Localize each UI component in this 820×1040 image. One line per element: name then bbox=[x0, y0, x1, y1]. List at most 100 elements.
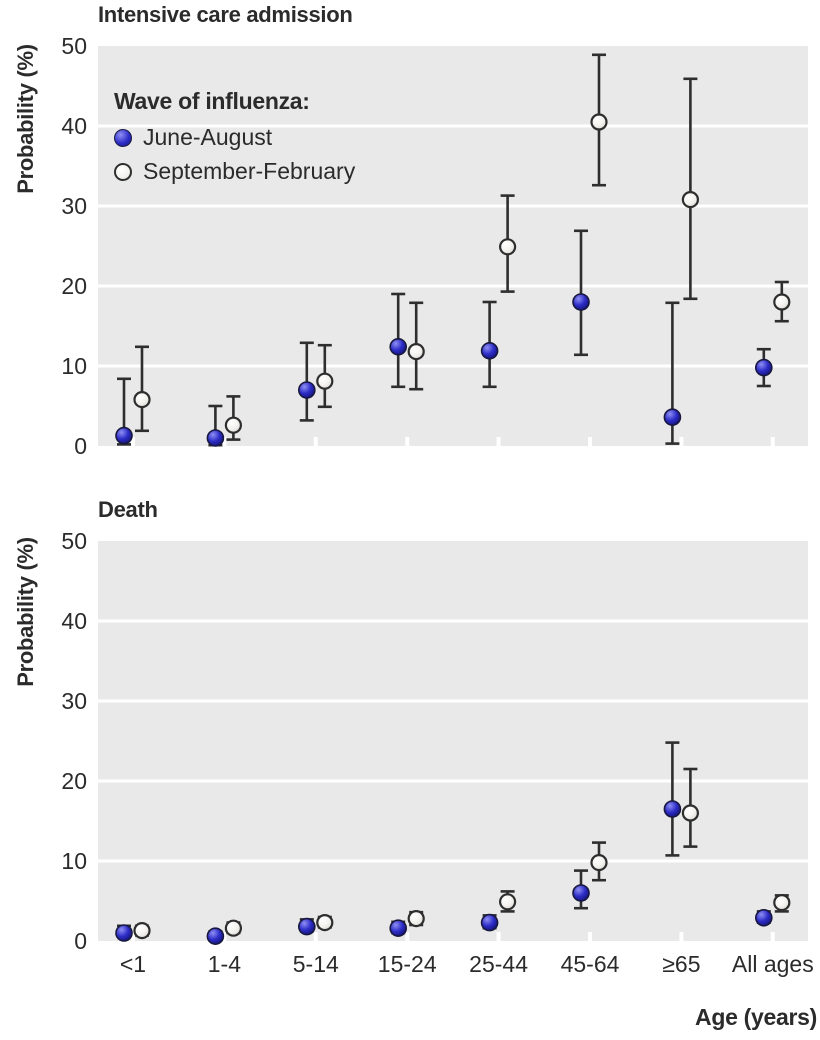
marker-june-august bbox=[206, 927, 225, 945]
x-tick-mark bbox=[405, 932, 410, 941]
data-point-group bbox=[407, 909, 425, 928]
marker-september-february bbox=[407, 909, 425, 928]
panel-background bbox=[98, 541, 808, 941]
x-tick-mark bbox=[131, 932, 135, 941]
panel-title-intensive-care: Intensive care admission bbox=[98, 2, 353, 27]
marker-june-august bbox=[389, 919, 408, 938]
y-tick-label: 0 bbox=[74, 928, 87, 954]
x-category-label: 15-24 bbox=[378, 951, 437, 977]
marker-september-february bbox=[681, 191, 700, 209]
marker-september-february bbox=[224, 416, 242, 434]
data-point-group bbox=[681, 767, 700, 848]
data-point-group bbox=[663, 301, 682, 445]
data-point-group bbox=[206, 927, 225, 945]
marker-september-february bbox=[133, 391, 151, 409]
data-point-group bbox=[316, 343, 334, 409]
legend-item-september-february: September-February bbox=[114, 158, 355, 185]
y-tick-label: 20 bbox=[61, 768, 87, 794]
data-point-group bbox=[389, 919, 408, 938]
marker-june-august bbox=[115, 426, 133, 445]
x-category-label: 1-4 bbox=[208, 951, 241, 977]
y-tick-label: 30 bbox=[61, 193, 87, 219]
data-point-group bbox=[681, 77, 700, 301]
data-point-group bbox=[133, 921, 151, 940]
data-point-group bbox=[115, 924, 133, 942]
x-tick-mark bbox=[222, 437, 227, 446]
marker-june-august bbox=[389, 337, 408, 356]
marker-june-august bbox=[754, 358, 773, 377]
y-tick-label: 50 bbox=[61, 33, 87, 59]
panel-title-death: Death bbox=[98, 497, 158, 522]
data-point-group bbox=[773, 280, 791, 323]
x-tick-mark bbox=[313, 437, 318, 446]
data-point-group bbox=[316, 913, 334, 932]
data-point-group bbox=[224, 395, 242, 441]
x-tick-mark bbox=[405, 437, 410, 446]
data-point-group bbox=[480, 300, 499, 389]
data-point-group bbox=[590, 53, 608, 187]
marker-june-august bbox=[297, 917, 316, 936]
x-tick-mark bbox=[496, 932, 501, 941]
data-point-group bbox=[499, 194, 517, 293]
marker-september-february bbox=[773, 293, 791, 311]
y-tick-label: 20 bbox=[61, 273, 87, 299]
marker-september-february bbox=[499, 238, 517, 256]
marker-june-august bbox=[663, 800, 682, 818]
marker-september-february bbox=[316, 372, 334, 390]
data-layer bbox=[115, 741, 791, 945]
y-tick-label: 10 bbox=[61, 848, 87, 874]
legend-item-june-august: June-August bbox=[114, 124, 355, 151]
data-point-group bbox=[773, 893, 791, 913]
data-point-group bbox=[754, 347, 773, 388]
marker-june-august bbox=[480, 341, 499, 360]
x-tick-mark bbox=[770, 932, 775, 941]
y-axis-label-top: Probability (%) bbox=[13, 44, 38, 194]
marker-september-february bbox=[590, 853, 608, 872]
x-tick-mark bbox=[588, 932, 592, 941]
data-point-group bbox=[663, 741, 682, 857]
x-axis-label: Age (years) bbox=[695, 1004, 817, 1030]
x-category-label: 5-14 bbox=[293, 951, 339, 977]
x-tick-mark bbox=[131, 437, 135, 446]
data-point-group bbox=[389, 292, 408, 389]
marker-june-august bbox=[297, 381, 316, 399]
data-point-group bbox=[590, 841, 608, 882]
y-tick-label: 0 bbox=[74, 433, 87, 459]
data-point-group bbox=[480, 913, 499, 932]
y-tick-label: 50 bbox=[61, 528, 87, 554]
x-tick-mark bbox=[588, 437, 592, 446]
x-tick-mark bbox=[222, 932, 227, 941]
y-tick-label: 40 bbox=[61, 113, 87, 139]
x-tick-mark bbox=[679, 437, 684, 446]
filled-blue-circle-icon bbox=[114, 128, 132, 147]
data-point-group bbox=[206, 404, 225, 447]
data-point-group bbox=[224, 919, 242, 937]
y-tick-label: 30 bbox=[61, 688, 87, 714]
x-category-label: <1 bbox=[120, 951, 146, 977]
x-category-label: 45-64 bbox=[561, 951, 620, 977]
data-layer bbox=[115, 53, 791, 447]
legend-item-label: September-February bbox=[143, 158, 356, 184]
data-point-group bbox=[407, 301, 425, 391]
legend: Wave of influenza: June-August September… bbox=[114, 88, 355, 185]
marker-june-august bbox=[115, 924, 133, 942]
y-tick-label: 10 bbox=[61, 353, 87, 379]
data-point-group bbox=[572, 229, 590, 357]
marker-september-february bbox=[681, 804, 700, 822]
y-tick-label: 40 bbox=[61, 608, 87, 634]
marker-june-august bbox=[663, 408, 682, 427]
data-point-group bbox=[754, 908, 773, 927]
x-category-label: 25-44 bbox=[469, 951, 528, 977]
data-point-group bbox=[115, 377, 133, 446]
marker-september-february bbox=[224, 919, 242, 937]
marker-june-august bbox=[206, 429, 225, 447]
open-white-circle-icon bbox=[114, 162, 132, 181]
marker-september-february bbox=[407, 343, 425, 361]
marker-september-february bbox=[590, 113, 608, 131]
x-category-label: ≥65 bbox=[662, 951, 700, 977]
x-tick-mark bbox=[496, 437, 501, 446]
x-category-label: All ages bbox=[732, 951, 814, 977]
data-point-group bbox=[133, 345, 151, 433]
